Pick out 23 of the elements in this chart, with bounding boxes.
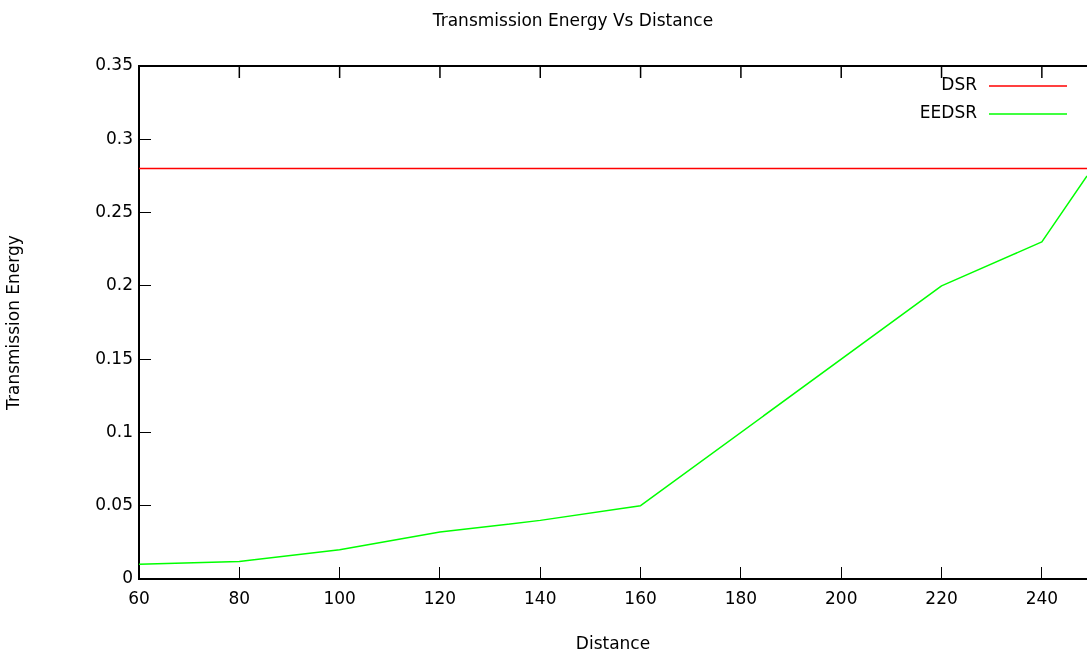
- y-tick-label: 0.35: [95, 54, 133, 75]
- y-tick-label: 0.15: [95, 347, 133, 368]
- x-tick-label: 180: [724, 587, 758, 608]
- x-tick-label: 240: [1025, 587, 1059, 608]
- x-tick-label: 120: [423, 587, 457, 608]
- x-tick-label: 100: [323, 587, 356, 608]
- x-tick-label: 220: [925, 587, 958, 608]
- y-tick-label: 0.2: [105, 274, 133, 295]
- y-tick-label: 0.1: [105, 420, 133, 441]
- y-tick-label: 0.3: [105, 127, 133, 148]
- x-axis-title: Distance: [575, 633, 651, 654]
- x-tick-label: 200: [825, 587, 858, 608]
- x-tick-label: 80: [228, 587, 251, 608]
- chart-title: Transmission Energy Vs Distance: [431, 10, 714, 31]
- y-tick-label: 0.25: [95, 200, 133, 221]
- y-axis-title: Transmission Energy: [2, 235, 23, 411]
- x-tick-label: 60: [128, 587, 150, 608]
- x-tick-label: 140: [524, 587, 557, 608]
- y-tick-label: 0: [122, 567, 133, 588]
- x-tick-label: 160: [624, 587, 657, 608]
- legend-label: EEDSR: [919, 102, 978, 123]
- legend-label: DSR: [941, 74, 978, 95]
- y-tick-label: 0.05: [95, 494, 133, 515]
